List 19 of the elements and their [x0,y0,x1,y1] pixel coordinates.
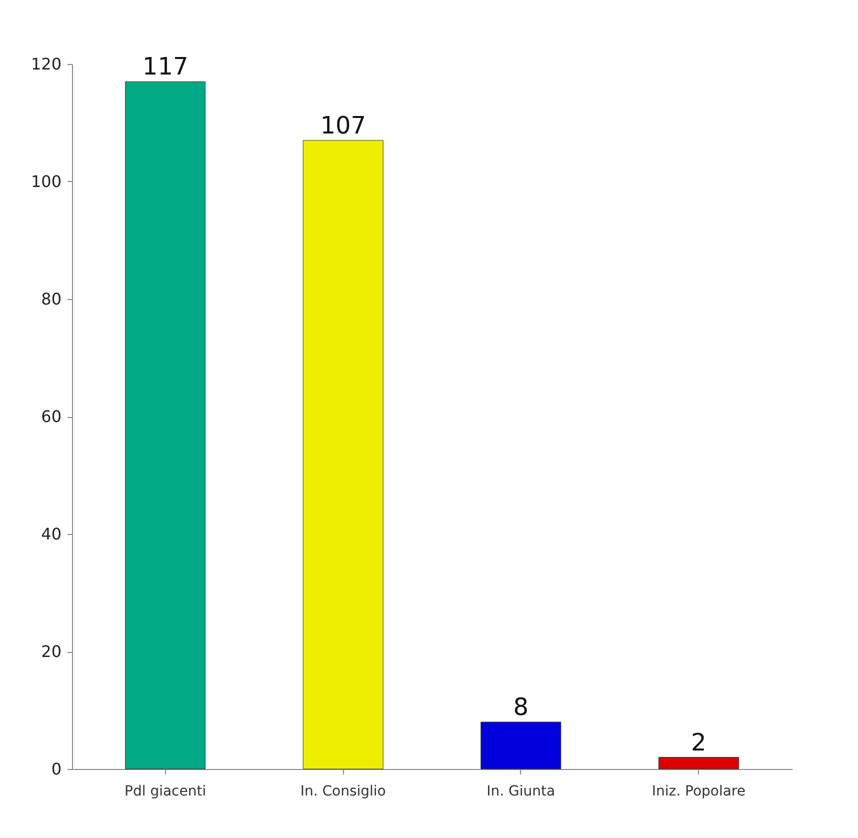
data-label: 107 [320,111,366,140]
y-tick-label: 20 [41,642,62,661]
x-tick-label: Pdl giacenti [124,784,206,800]
data-label: 2 [691,728,706,756]
x-tick-label: Iniz. Popolare [652,784,746,800]
y-tick-label: 80 [41,290,62,308]
data-label: 8 [513,693,529,721]
bar [125,81,206,770]
x-tick-label: In. Consiglio [300,784,386,800]
x-tick-label: In. Giunta [486,784,556,800]
y-tick-label: 0 [51,760,62,778]
y-tick-label: 40 [41,524,62,544]
bar [480,722,562,770]
y-tick-label: 100 [30,172,62,191]
bar [658,757,739,770]
data-label: 117 [142,52,188,81]
y-tick-label: 60 [41,407,62,426]
y-tick-label: 120 [30,54,62,74]
bar [302,140,384,770]
